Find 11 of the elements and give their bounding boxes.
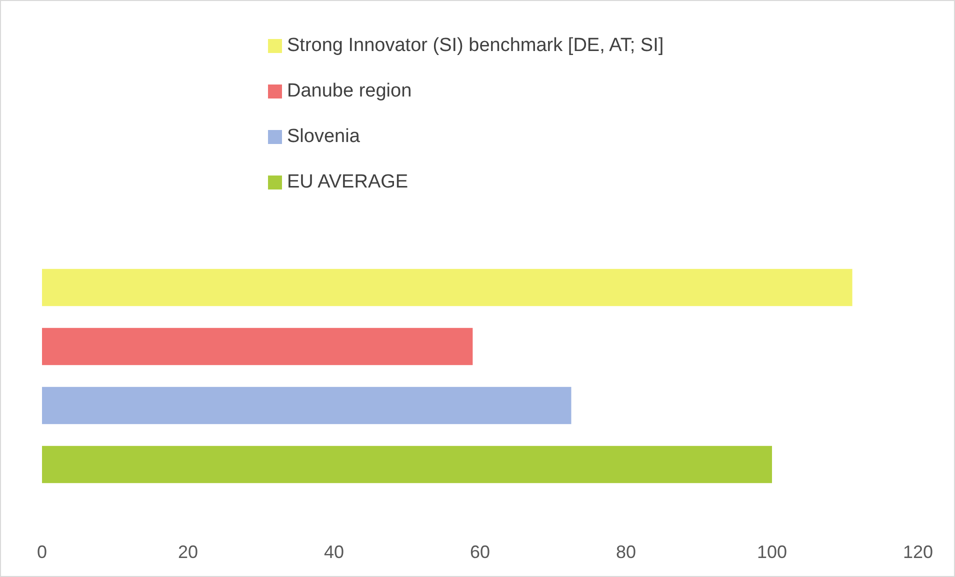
legend-label: EU AVERAGE	[287, 172, 408, 193]
x-tick-label: 60	[470, 542, 490, 562]
legend-label: Danube region	[287, 80, 412, 102]
x-tick-label: 40	[324, 542, 344, 562]
legend-label: Slovenia	[287, 126, 360, 148]
legend-label: Strong Innovator (SI) benchmark [DE, AT; SI]	[287, 35, 664, 56]
x-tick-label: 120	[902, 542, 934, 562]
x-tick-label: 80	[616, 542, 636, 562]
x-tick-label: 20	[178, 542, 198, 562]
x-tick-label: 100	[756, 542, 788, 562]
x-tick-label: 0	[36, 542, 48, 562]
